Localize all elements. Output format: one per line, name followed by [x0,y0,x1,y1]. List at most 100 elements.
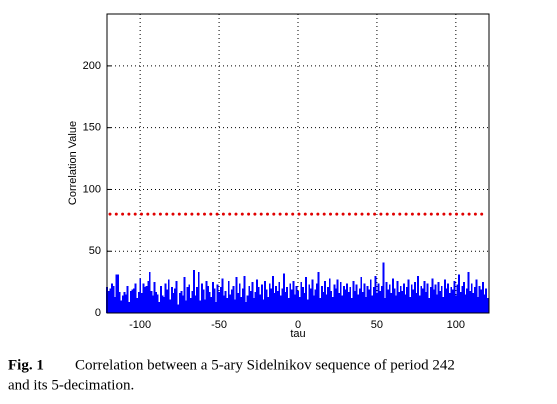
bar [368,289,371,313]
bar [268,283,271,313]
bar [485,288,487,313]
bar [275,285,277,313]
bar [330,290,333,313]
bar [158,301,161,313]
bar [139,278,142,313]
x-tick-label: -100 [129,319,151,331]
bar [259,294,262,313]
bar [360,277,363,313]
bar [237,293,240,313]
bar [248,285,251,313]
bar [213,288,216,313]
bar [480,289,483,313]
bar [172,293,175,313]
bar [477,296,480,313]
bar [107,290,110,313]
bar [432,289,435,313]
x-tick-label: 50 [371,319,383,331]
bar [305,277,307,313]
bar [290,289,293,313]
bar [126,285,129,313]
bar [301,287,304,313]
bar [205,280,208,313]
bar [379,290,382,313]
bar [451,289,454,313]
bar [155,291,158,313]
bar [218,291,221,313]
bar [402,283,405,313]
bar [442,296,445,313]
bar [434,284,437,313]
bar [197,272,200,313]
bar [306,299,309,313]
bar [254,291,257,313]
bar [328,278,331,313]
bar [276,290,279,313]
bar [415,293,418,313]
y-tick-label: 100 [83,183,101,195]
bar [374,275,377,313]
bar [404,294,407,313]
bar [327,287,330,313]
bar [136,298,139,313]
bar [253,298,255,313]
bar [439,290,442,313]
bar [363,283,366,313]
bar [211,282,214,313]
bar [431,278,434,313]
bar [159,285,162,313]
bar [314,289,317,313]
bar [234,299,236,313]
bar [324,280,326,313]
bar [387,289,390,313]
bar [436,294,438,313]
bar [466,288,468,313]
bar [429,287,432,313]
bar [183,277,186,313]
bar [292,280,295,313]
bar [283,273,285,313]
bar [245,301,247,313]
bar [169,299,172,313]
bar [166,289,169,313]
bar [377,283,380,313]
bar [156,294,159,313]
bar [357,294,360,313]
bar [322,291,325,313]
bar [407,279,410,313]
bar [115,274,118,313]
bar [390,293,393,313]
bar [147,280,150,313]
x-axis-label: tau [290,328,305,340]
bar [382,262,385,313]
bar [142,283,145,313]
bar [109,288,112,313]
bar [425,291,427,313]
bar [406,287,409,313]
bar [114,296,116,313]
bar [140,293,143,313]
plot-frame [106,13,490,314]
bar [232,285,235,313]
bar [341,295,344,313]
bar [178,293,181,313]
bar [297,290,300,313]
bar [196,287,199,313]
bar [474,287,476,313]
bar [437,282,440,313]
bar [134,283,137,313]
bar [216,284,219,313]
bar [361,291,364,313]
bar [235,277,238,313]
bar [366,285,369,313]
bar [230,289,233,313]
bar [459,291,462,313]
bar [281,288,284,313]
y-axis-label: Correlation Value [67,121,79,205]
bar [426,283,429,313]
bar [385,282,388,313]
bar [270,288,273,313]
bar [365,296,367,313]
bar [418,295,421,313]
bar [129,290,132,313]
